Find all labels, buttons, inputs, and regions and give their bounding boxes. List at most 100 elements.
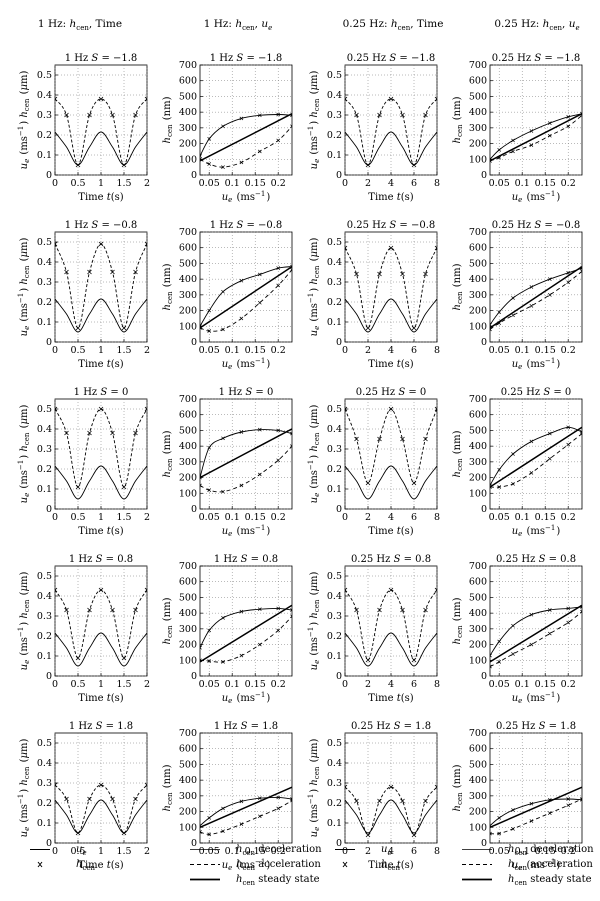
x-tick-label: 0.05 (199, 512, 220, 523)
series-deceleration-marker (257, 427, 262, 432)
y-tick-label: 700 (179, 394, 197, 405)
series-deceleration-marker (207, 308, 212, 313)
y-tick-label: 500 (179, 425, 197, 436)
x-tick-label: 0.1 (225, 345, 240, 356)
y-tick-label: 0 (191, 838, 197, 849)
series-hcen-marker (354, 436, 359, 442)
series-deceleration-marker (221, 289, 225, 294)
chart-panel: 0.05 0.1 0.15 0.2 0 100 200 300 400 500 600 700 1 Hz… (162, 721, 293, 872)
series-deceleration-marker (529, 439, 534, 444)
legend-label: ue (381, 844, 392, 857)
series-acceleration-marker (547, 811, 552, 815)
x-tick-label: 8 (434, 345, 440, 356)
series-deceleration-marker (566, 425, 571, 430)
series-hcen-marker (144, 241, 147, 247)
series-hcen-marker (98, 587, 104, 593)
y-tick-label: 0.4 (37, 257, 52, 268)
x-tick-label: 1.5 (116, 679, 131, 690)
y-axis-label: ue (ms−1 ) hcen (μm) (307, 739, 321, 838)
chart-title: 0.25 Hz S = 0 (501, 387, 572, 398)
series-hcen-marker (434, 406, 437, 412)
series-acceleration-marker (566, 620, 571, 625)
y-tick-label: 0 (191, 170, 197, 181)
y-tick-label: 400 (179, 274, 197, 285)
y-tick-label: 0.1 (37, 818, 52, 829)
series-acceleration-marker (221, 829, 225, 834)
series-acceleration-marker (257, 642, 262, 647)
y-tick-label: 400 (469, 107, 487, 118)
y-axis-label: ue (ms−1 ) hcen (μm) (17, 739, 31, 838)
series-acceleration-marker (290, 614, 292, 619)
series-acceleration-marker (200, 483, 202, 488)
y-tick-label: 0.2 (327, 297, 342, 308)
x-axis-label: Time t(s) (368, 693, 414, 704)
y-tick-label: 0.2 (37, 464, 52, 475)
chart-title: 0.25 Hz S = −1.8 (492, 53, 581, 64)
x-tick-label: 0.1 (225, 679, 240, 690)
series-hcen-marker (64, 607, 69, 613)
y-tick-label: 0.4 (327, 591, 342, 602)
series-hcen-marker (388, 587, 394, 593)
y-axis-label: ue (ms−1 ) hcen (μm) (17, 405, 31, 504)
x-tick-label: 1 (98, 512, 104, 523)
series-hcen-dashed (55, 98, 147, 166)
series-acceleration-marker (207, 832, 212, 837)
x-axis-label: Time t(s) (368, 359, 414, 370)
series-acceleration-marker (257, 300, 262, 305)
chart-panel: 0 2 4 6 8 0 0.1 0.2 0.3 0.4 0.5 0.25 Hz S = 1.8 Time… (307, 721, 440, 871)
chart-panel: 0.05 0.1 0.15 0.2 0 100 200 300 400 500 600 700 0.25… (452, 53, 583, 204)
plot-frame (489, 231, 583, 343)
y-tick-label: 0 (481, 504, 487, 515)
x-tick-label: 0 (342, 512, 348, 523)
series-deceleration-marker (207, 137, 212, 141)
y-axis-label: hcen (nm) (452, 597, 464, 644)
y-tick-label: 0.5 (37, 571, 52, 582)
y-tick-label: 0 (481, 671, 487, 682)
x-tick-label: 0.2 (271, 512, 286, 523)
y-axis-label: hcen (nm) (162, 96, 174, 143)
chart-title: 1 Hz S = 1.8 (69, 721, 133, 732)
series-acceleration-marker (207, 329, 212, 333)
x-tick-label: 0.1 (515, 512, 530, 523)
y-tick-label: 0.5 (327, 404, 342, 415)
series-hcen-marker (377, 798, 382, 804)
y-tick-label: 200 (179, 139, 197, 150)
y-tick-label: 400 (469, 274, 487, 285)
series-hcen-marker (98, 782, 104, 788)
legend-label: hcen acceleration (508, 859, 593, 872)
chart-panel: 0.05 0.1 0.15 0.2 0 100 200 300 400 500 600 700 0.25… (452, 387, 583, 538)
y-tick-label: 0.4 (327, 90, 342, 101)
series-hcen-marker (87, 796, 92, 802)
column-header-1hz-ue: 1 Hz: hcen, ue (203, 18, 273, 33)
series-acceleration-marker (290, 798, 292, 803)
series-hcen-marker (434, 245, 437, 251)
x-tick-label: 0 (52, 512, 58, 523)
y-tick-label: 0 (191, 337, 197, 348)
y-tick-label: 0 (336, 838, 342, 849)
series-hcen-marker (400, 798, 405, 804)
chart-panel: 0 0.5 1 1.5 2 0 0.1 0.2 0.3 0.4 0.5 1 Hz S = −0.8 Ti… (17, 220, 150, 370)
y-tick-label: 0.3 (37, 277, 52, 288)
y-axis-label: hcen (nm) (452, 430, 464, 477)
series-acceleration-marker (511, 652, 515, 656)
x-tick-label: 0.05 (199, 846, 220, 857)
y-tick-label: 600 (469, 76, 487, 87)
series-deceleration-marker (529, 129, 534, 133)
plot-area (200, 112, 292, 169)
series-steady-line (200, 265, 292, 329)
y-tick-label: 500 (469, 91, 487, 102)
x-tick-label: 0 (52, 846, 58, 857)
y-tick-label: 0.3 (327, 110, 342, 121)
series-hcen-marker (400, 436, 405, 442)
series-acceleration-marker (490, 831, 492, 836)
x-tick-label: 0.05 (489, 178, 510, 189)
chart-title: 1 Hz S = −1.8 (210, 53, 283, 64)
series-hcen-marker (388, 245, 394, 251)
series-ue-line (55, 799, 147, 834)
x-tick-label: 1 (98, 178, 104, 189)
y-tick-label: 700 (469, 394, 487, 405)
column-header-025hz-ue: 0.25 Hz: hcen, ue (494, 18, 580, 33)
x-tick-label: 2 (365, 345, 371, 356)
series-hcen-marker (121, 655, 127, 661)
x-tick-label: 0.15 (245, 512, 266, 523)
